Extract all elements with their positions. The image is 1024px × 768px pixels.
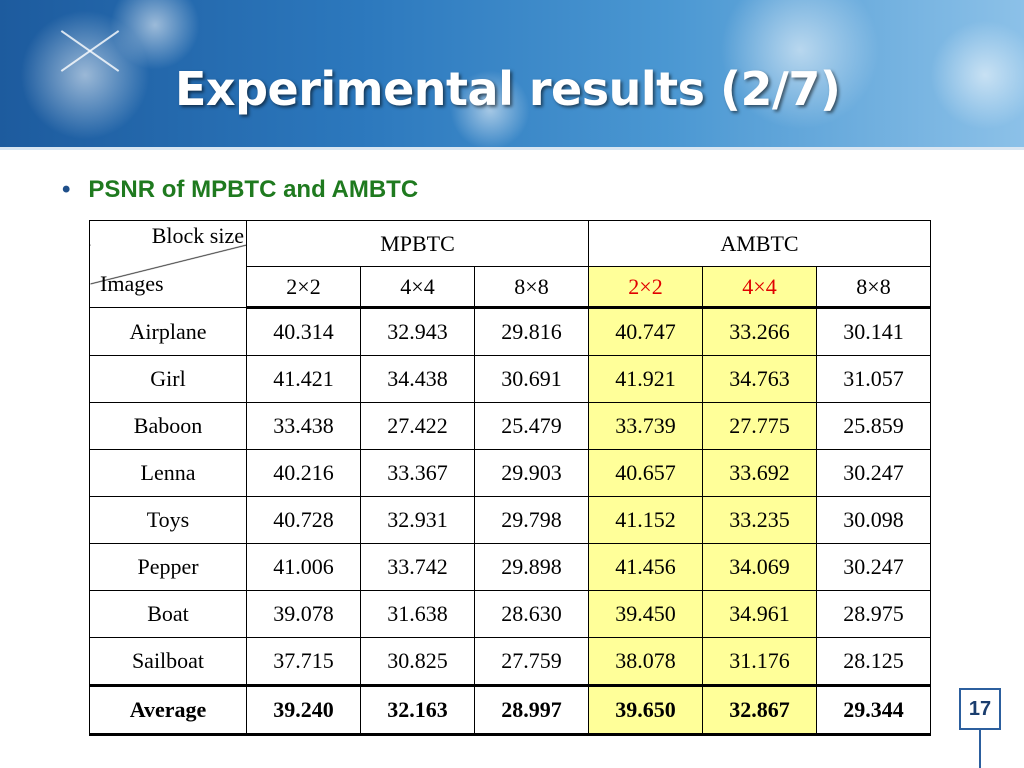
table-corner-header: Block size Images [89,220,247,308]
table-cell-highlight: 39.650 [588,685,703,736]
table-cell: 41.421 [246,355,361,403]
table-cell-highlight: 40.657 [588,449,703,497]
title-banner [0,0,1024,150]
table-cell: 32.931 [360,496,475,544]
row-image-label: Average [89,685,247,736]
table-row: Girl 41.421 34.438 30.691 41.921 34.763 … [89,355,931,403]
table-cell-highlight: 27.775 [702,402,817,450]
table-row: Baboon 33.438 27.422 25.479 33.739 27.77… [89,402,931,450]
row-image-label: Airplane [89,307,247,356]
table-cell-highlight: 34.069 [702,543,817,591]
table-cell: 39.240 [246,685,361,736]
table-cell-highlight: 34.763 [702,355,817,403]
table-cell: 28.125 [816,637,931,687]
row-image-label: Lenna [89,449,247,497]
table-cell-highlight: 40.747 [588,307,703,356]
subheader-cell-highlight: 2×2 [588,266,703,309]
table-cell-highlight: 34.961 [702,590,817,638]
bullet-item: • PSNR of MPBTC and AMBTC [62,176,418,204]
table-cell: 30.141 [816,307,931,356]
table-cell-highlight: 33.235 [702,496,817,544]
banner-divider [0,147,1024,150]
table-cell-highlight: 32.867 [702,685,817,736]
table-cell: 31.057 [816,355,931,403]
subheader-cell: 4×4 [360,266,475,309]
table-cell: 41.006 [246,543,361,591]
table-cell: 37.715 [246,637,361,687]
table-cell-highlight: 41.456 [588,543,703,591]
table-cell: 30.247 [816,543,931,591]
subheader-cell: 8×8 [816,266,931,309]
bokeh-light [110,0,200,70]
table-cell: 29.898 [474,543,589,591]
page-number: 17 [959,688,1001,730]
slide-title: Experimental results (2/7) [175,62,841,116]
subheader-cell: 8×8 [474,266,589,309]
corner-label-images: Images [100,271,164,296]
subheader-cell-highlight: 4×4 [702,266,817,309]
table-cell: 28.997 [474,685,589,736]
table-cell: 30.691 [474,355,589,403]
table-cell: 33.742 [360,543,475,591]
table-row: Toys 40.728 32.931 29.798 41.152 33.235 … [89,496,931,544]
table-row: Boat 39.078 31.638 28.630 39.450 34.961 … [89,590,931,638]
table-row-average: Average 39.240 32.163 28.997 39.650 32.8… [89,685,931,736]
group-header-ambtc: AMBTC [588,220,931,267]
table-cell: 27.759 [474,637,589,687]
table-cell: 29.903 [474,449,589,497]
table-cell-highlight: 41.152 [588,496,703,544]
table-cell: 33.367 [360,449,475,497]
group-header-mpbtc: MPBTC [246,220,589,267]
table-cell: 25.479 [474,402,589,450]
table-cell: 28.975 [816,590,931,638]
table-cell: 30.247 [816,449,931,497]
bokeh-light [720,0,880,130]
table-cell: 39.078 [246,590,361,638]
table-cell-highlight: 33.692 [702,449,817,497]
table-cell-highlight: 33.266 [702,307,817,356]
table-cell: 32.943 [360,307,475,356]
table-cell: 29.344 [816,685,931,736]
table-cell-highlight: 38.078 [588,637,703,687]
subheader-cell: 2×2 [246,266,361,309]
table-cell-highlight: 41.921 [588,355,703,403]
row-image-label: Sailboat [89,637,247,687]
table-cell: 40.728 [246,496,361,544]
table-row: Airplane 40.314 32.943 29.816 40.747 33.… [89,307,931,356]
table-cell: 28.630 [474,590,589,638]
table-cell: 25.859 [816,402,931,450]
bullet-text: PSNR of MPBTC and AMBTC [88,176,419,203]
table-cell: 40.314 [246,307,361,356]
table-row: Lenna 40.216 33.367 29.903 40.657 33.692… [89,449,931,497]
bokeh-light [450,70,530,150]
row-image-label: Pepper [89,543,247,591]
table-cell: 40.216 [246,449,361,497]
corner-label-block-size: Block size [151,223,244,248]
psnr-table: Block size Images MPBTC AMBTC 2×2 4×4 8×… [89,220,931,736]
row-image-label: Boat [89,590,247,638]
table-row: Pepper 41.006 33.742 29.898 41.456 34.06… [89,543,931,591]
row-image-label: Baboon [89,402,247,450]
table-cell: 27.422 [360,402,475,450]
row-image-label: Girl [89,355,247,403]
table-cell: 29.816 [474,307,589,356]
table-cell: 29.798 [474,496,589,544]
table-cell-highlight: 33.739 [588,402,703,450]
table-cell: 34.438 [360,355,475,403]
bokeh-light [930,20,1024,130]
table-cell-highlight: 39.450 [588,590,703,638]
page-number-line [979,730,981,768]
table-cell: 30.825 [360,637,475,687]
table-cell: 30.098 [816,496,931,544]
table-cell: 32.163 [360,685,475,736]
row-image-label: Toys [89,496,247,544]
bullet-icon: • [62,176,71,203]
table-cell: 31.638 [360,590,475,638]
table-cell-highlight: 31.176 [702,637,817,687]
table-row: Sailboat 37.715 30.825 27.759 38.078 31.… [89,637,931,687]
table-cell: 33.438 [246,402,361,450]
